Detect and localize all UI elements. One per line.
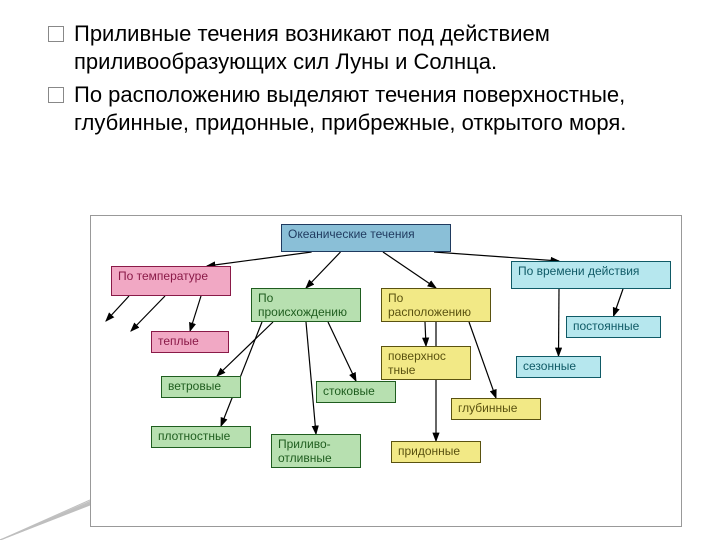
node-orig: По происхождению (251, 288, 361, 322)
node-deep: глубинные (451, 398, 541, 420)
node-wind: ветровые (161, 376, 241, 398)
node-root: Океанические течения (281, 224, 451, 252)
node-tidal: Приливо- отливные (271, 434, 361, 468)
slide: Приливные течения возникают под действие… (0, 0, 720, 540)
node-warm: теплые (151, 331, 229, 353)
node-dens: плотностные (151, 426, 251, 448)
bullet-marker (48, 87, 64, 103)
bullet-item: По расположению выделяют течения поверхн… (48, 81, 688, 136)
bullet-list: Приливные течения возникают под действие… (48, 20, 688, 142)
node-stock: стоковые (316, 381, 396, 403)
node-temp: По температуре (111, 266, 231, 296)
node-bed: придонные (391, 441, 481, 463)
node-time: По времени действия (511, 261, 671, 289)
diagram: Океанические течения По температуре теплые… (90, 215, 682, 527)
node-surf: поверхнос тные (381, 346, 471, 380)
bullet-text: Приливные течения возникают под действие… (74, 20, 688, 75)
bullet-marker (48, 26, 64, 42)
node-perm: постоянные (566, 316, 661, 338)
bullet-item: Приливные течения возникают под действие… (48, 20, 688, 75)
node-seas: сезонные (516, 356, 601, 378)
bullet-text: По расположению выделяют течения поверхн… (74, 81, 688, 136)
node-loc: По расположению (381, 288, 491, 322)
